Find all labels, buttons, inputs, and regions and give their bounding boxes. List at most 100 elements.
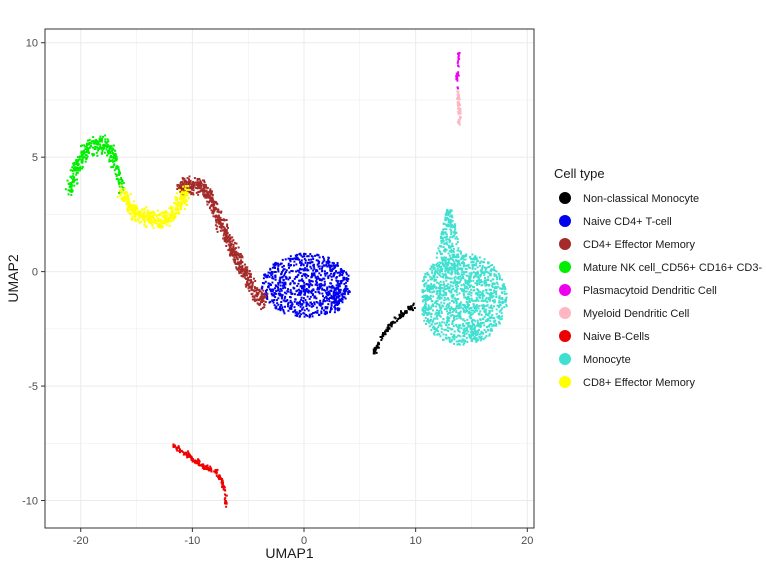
data-point (266, 295, 269, 298)
data-point (136, 213, 139, 216)
data-point (180, 200, 183, 203)
data-point (332, 264, 335, 267)
data-point (457, 119, 460, 122)
data-point (288, 307, 291, 310)
data-point (263, 303, 266, 306)
data-point (127, 194, 130, 197)
data-point (460, 277, 463, 280)
data-point (451, 263, 454, 266)
data-point (94, 141, 97, 144)
data-point (103, 144, 106, 147)
data-point (454, 224, 457, 227)
data-point (192, 181, 195, 184)
data-point (436, 292, 439, 295)
data-point (181, 190, 184, 193)
data-point (302, 297, 305, 300)
data-point (449, 236, 452, 239)
data-point (263, 306, 266, 309)
data-point (74, 169, 77, 172)
data-point (476, 272, 479, 275)
data-point (77, 156, 80, 159)
data-point (443, 302, 446, 305)
data-point (200, 182, 203, 185)
data-point (277, 267, 280, 270)
data-point (99, 135, 102, 138)
data-point (116, 167, 119, 170)
data-point (457, 58, 460, 61)
data-point (223, 232, 226, 235)
data-point (240, 254, 243, 257)
data-point (480, 260, 483, 263)
data-point (433, 284, 436, 287)
data-point (480, 337, 483, 340)
data-point (471, 321, 474, 324)
data-point (468, 275, 471, 278)
data-point (241, 266, 244, 269)
data-point (133, 215, 136, 218)
data-point (327, 257, 330, 260)
data-point (451, 224, 454, 227)
data-point (297, 273, 300, 276)
data-point (326, 307, 329, 310)
data-point (331, 284, 334, 287)
data-point (273, 304, 276, 307)
data-point (421, 280, 424, 283)
data-point (316, 275, 319, 278)
data-point (221, 229, 224, 232)
data-point (308, 286, 311, 289)
data-point (114, 157, 117, 160)
data-point (499, 304, 502, 307)
data-point (344, 281, 347, 284)
data-point (480, 299, 483, 302)
data-point (256, 293, 259, 296)
data-point (438, 271, 441, 274)
data-point (495, 287, 498, 290)
data-point (325, 297, 328, 300)
data-point (317, 262, 320, 265)
data-point (485, 326, 488, 329)
data-point (456, 271, 459, 274)
data-point (257, 292, 260, 295)
data-point (225, 219, 228, 222)
data-point (439, 335, 442, 338)
data-point (228, 247, 231, 250)
data-point (178, 189, 181, 192)
data-point (448, 307, 451, 310)
data-point (344, 287, 347, 290)
data-point (438, 291, 441, 294)
data-point (457, 74, 460, 77)
data-point (503, 290, 506, 293)
data-point (445, 305, 448, 308)
data-point (472, 289, 475, 292)
data-point (472, 263, 475, 266)
data-point (475, 279, 478, 282)
data-point (470, 258, 473, 261)
data-point (454, 272, 457, 275)
data-point (478, 281, 481, 284)
data-point (480, 293, 483, 296)
data-point (174, 215, 177, 218)
data-point (330, 307, 333, 310)
data-point (470, 288, 473, 291)
data-point (284, 275, 287, 278)
data-point (286, 290, 289, 293)
data-point (85, 144, 88, 147)
data-point (424, 272, 427, 275)
data-point (126, 209, 129, 212)
data-point (309, 253, 312, 256)
data-point (481, 294, 484, 297)
data-point (161, 222, 164, 225)
data-point (445, 328, 448, 331)
data-point (430, 276, 433, 279)
data-point (450, 291, 453, 294)
data-point (150, 218, 153, 221)
data-point (468, 333, 471, 336)
data-point (92, 153, 95, 156)
data-point (307, 309, 310, 312)
data-point (297, 282, 300, 285)
data-point (465, 301, 468, 304)
data-point (442, 222, 445, 225)
data-point (497, 272, 500, 275)
data-point (494, 290, 497, 293)
data-point (475, 256, 478, 259)
